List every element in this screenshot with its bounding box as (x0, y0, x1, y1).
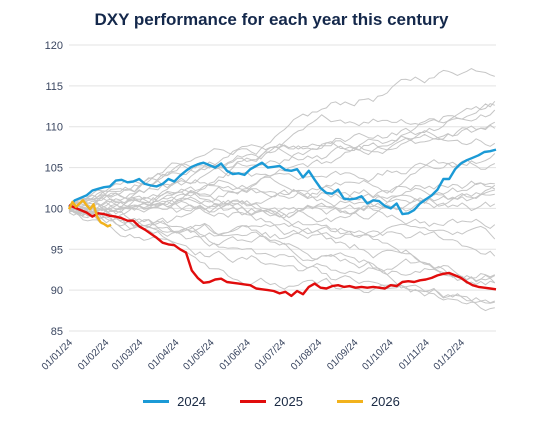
legend-swatch-2025 (240, 400, 267, 403)
legend-item-2026: 2026 (336, 394, 400, 409)
historical-years-lines (68, 68, 496, 312)
x-tick-label: 01/09/24 (325, 337, 361, 373)
historical-year-line (68, 205, 495, 304)
legend-swatch-2026 (336, 400, 363, 403)
legend-label-2025: 2025 (274, 394, 303, 409)
x-tick-label: 01/11/24 (397, 337, 432, 372)
legend-item-2025: 2025 (240, 394, 303, 409)
x-tick-label: 01/04/24 (146, 337, 182, 373)
historical-year-line (68, 121, 496, 208)
x-tick-label: 01/10/24 (360, 337, 396, 373)
series-line-2024 (68, 148, 497, 216)
legend-swatch-2024 (143, 400, 170, 403)
historical-year-line (68, 188, 495, 212)
x-tick-label: 01/02/24 (76, 337, 112, 373)
y-tick-label: 105 (45, 163, 63, 175)
highlighted-series (67, 148, 497, 298)
historical-year-line (68, 100, 496, 216)
historical-year-line (68, 212, 495, 286)
legend-item-2024: 2024 (143, 394, 206, 409)
x-tick-label: 01/06/24 (218, 337, 254, 373)
y-tick-label: 100 (45, 203, 63, 215)
x-tick-label: 01/12/24 (432, 337, 468, 373)
legend-label-2026: 2026 (370, 394, 400, 409)
y-tick-label: 95 (51, 244, 63, 256)
historical-year-line (68, 103, 495, 212)
legend-label-2024: 2024 (177, 394, 207, 409)
historical-year-line (68, 206, 495, 312)
y-tick-label: 90 (51, 285, 63, 297)
series-line-2025 (68, 204, 497, 298)
x-tick-label: 01/07/24 (253, 337, 289, 373)
historical-year-line (68, 203, 496, 229)
chart-title: DXY performance for each year this centu… (94, 10, 449, 29)
historical-year-line (68, 179, 495, 215)
x-tick-label: 01/05/24 (181, 337, 217, 373)
y-axis: 85 90 95 100 105 110 115 120 (45, 40, 63, 338)
y-tick-label: 85 (51, 326, 63, 338)
historical-year-line (68, 124, 496, 209)
x-tick-label: 01/08/24 (289, 337, 325, 373)
y-tick-label: 115 (45, 81, 63, 93)
x-tick-label: 01/01/24 (40, 337, 76, 373)
x-tick-label: 01/03/24 (110, 337, 146, 373)
historical-year-line (68, 200, 496, 240)
series-line-2026 (67, 199, 112, 228)
legend: 2024 2025 2026 (0, 394, 543, 409)
historical-year-line (68, 159, 496, 208)
y-tick-label: 110 (45, 122, 63, 134)
historical-year-line (68, 205, 495, 305)
y-tick-label: 120 (45, 40, 63, 52)
